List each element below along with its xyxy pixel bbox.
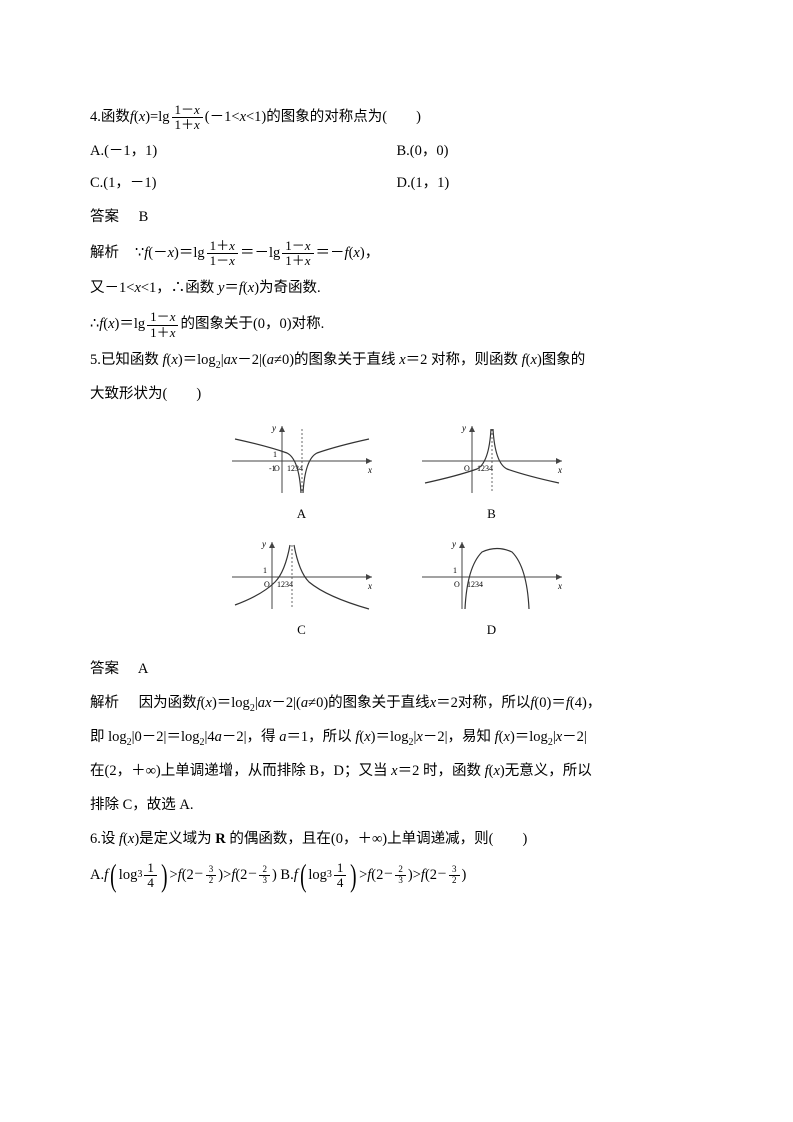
q4-optA: A.(－1，1) [90,136,397,168]
q4-optB: B.(0，0) [397,136,704,168]
svg-text:-1: -1 [269,464,276,473]
q5-exp-line3: 在(2，＋∞)上单调递增，从而排除 B，D；又当 x＝2 时，函数 f(x)无意… [90,756,703,788]
svg-text:y: y [271,423,276,433]
q5-figD: x y O 1 1234 D [412,537,572,645]
q5-figures: x y O 1 -1 1234 A x y O 1234 [90,421,703,644]
text: (－1< [205,102,240,134]
text: <1)的图象的对称点为( ) [246,102,421,134]
svg-text:1: 1 [273,450,277,459]
fx: f [130,102,134,134]
svg-text:1234: 1234 [287,464,303,473]
fraction: 1 4 [144,861,157,891]
text: 4.函数 [90,102,130,134]
q4-optD: D.(1，1) [397,168,704,200]
q6-stem: 6.设 f(x)是定义域为 R 的偶函数，且在(0，＋∞)上单调递减，则( ) [90,824,703,856]
q6-optB: B.f (log3 1 4 ) >f(2－23)>f(2－32) [280,860,466,892]
svg-text:1234: 1234 [467,580,483,589]
q5-exp-line1: 解析 因为函数f(x)＝log2|ax－2|(a≠0)的图象关于直线x＝2对称，… [90,688,703,720]
q4-options: A.(－1，1) B.(0，0) C.(1，－1) D.(1，1) [90,136,703,200]
svg-text:1234: 1234 [277,580,293,589]
svg-text:O: O [454,580,460,589]
q4-exp-line1: 解析 ∵ f(－x)＝lg 1＋x 1－x ＝－lg 1－x 1＋x ＝－f(x… [90,238,379,270]
graph-a: x y O 1 -1 1234 [227,421,377,496]
graph-b: x y O 1234 [417,421,567,496]
answer-label: 答案 [90,654,135,686]
svg-text:1: 1 [453,566,457,575]
fraction: 1－x 1＋x [147,310,178,340]
svg-text:x: x [557,581,562,591]
exp-label: 解析 [90,238,135,270]
svg-text:y: y [461,423,466,433]
fig-label-d: D [412,616,572,645]
graph-c: x y O 1 1234 [227,537,377,612]
svg-text:x: x [367,581,372,591]
q5-exp-line4: 排除 C，故选 A. [90,790,703,822]
q5-figA: x y O 1 -1 1234 A [222,421,382,529]
svg-text:x: x [557,465,562,475]
exp-label: 解析 [90,688,135,720]
answer-label: 答案 [90,202,135,234]
text: =lg [150,102,169,134]
fraction: 1＋x 1－x [207,239,238,269]
q5-figC: x y O 1 1234 C [222,537,382,645]
svg-text:x: x [367,465,372,475]
answer-value: B [139,209,149,225]
q4-exp-line3: ∴f(x)＝lg 1－x 1＋x 的图象关于(0，0)对称. [90,309,324,341]
page: 4.函数 f(x) =lg 1－x 1＋x (－1<x <1)的图象的对称点为(… [0,0,793,953]
fraction: 1－x 1＋x [172,103,203,133]
svg-text:y: y [451,539,456,549]
fraction: 1－x 1＋x [282,239,313,269]
answer-value: A [138,661,148,677]
fig-label-a: A [222,500,382,529]
fig-label-c: C [222,616,382,645]
q4-answer: 答案 B [90,202,703,234]
q5-figB: x y O 1234 B [412,421,572,529]
q5-stem-line2: 大致形状为( ) [90,379,703,411]
q4-exp-line2: 又－1<x<1，∴函数 y＝f(x)为奇函数. [90,273,703,305]
fig-label-b: B [412,500,572,529]
graph-d: x y O 1 1234 [417,537,567,612]
q4-stem: 4.函数 f(x) =lg 1－x 1＋x (－1<x <1)的图象的对称点为(… [90,102,421,134]
fraction: 1 4 [334,861,347,891]
q5-answer: 答案 A [90,654,703,686]
q5-stem-line1: 5.已知函数 f(x)＝log2|ax－2|(a≠0)的图象关于直线 x＝2 对… [90,345,703,377]
q4-optC: C.(1，－1) [90,168,397,200]
svg-text:y: y [261,539,266,549]
q5-exp-line2: 即 log2|0－2|＝log2|4a－2|，得 a＝1，所以 f(x)＝log… [90,722,703,754]
svg-text:1: 1 [263,566,267,575]
q6-optA: A.f (log3 1 4 ) >f(2－32)>f(2－23) [90,860,277,892]
svg-text:1234: 1234 [477,464,493,473]
